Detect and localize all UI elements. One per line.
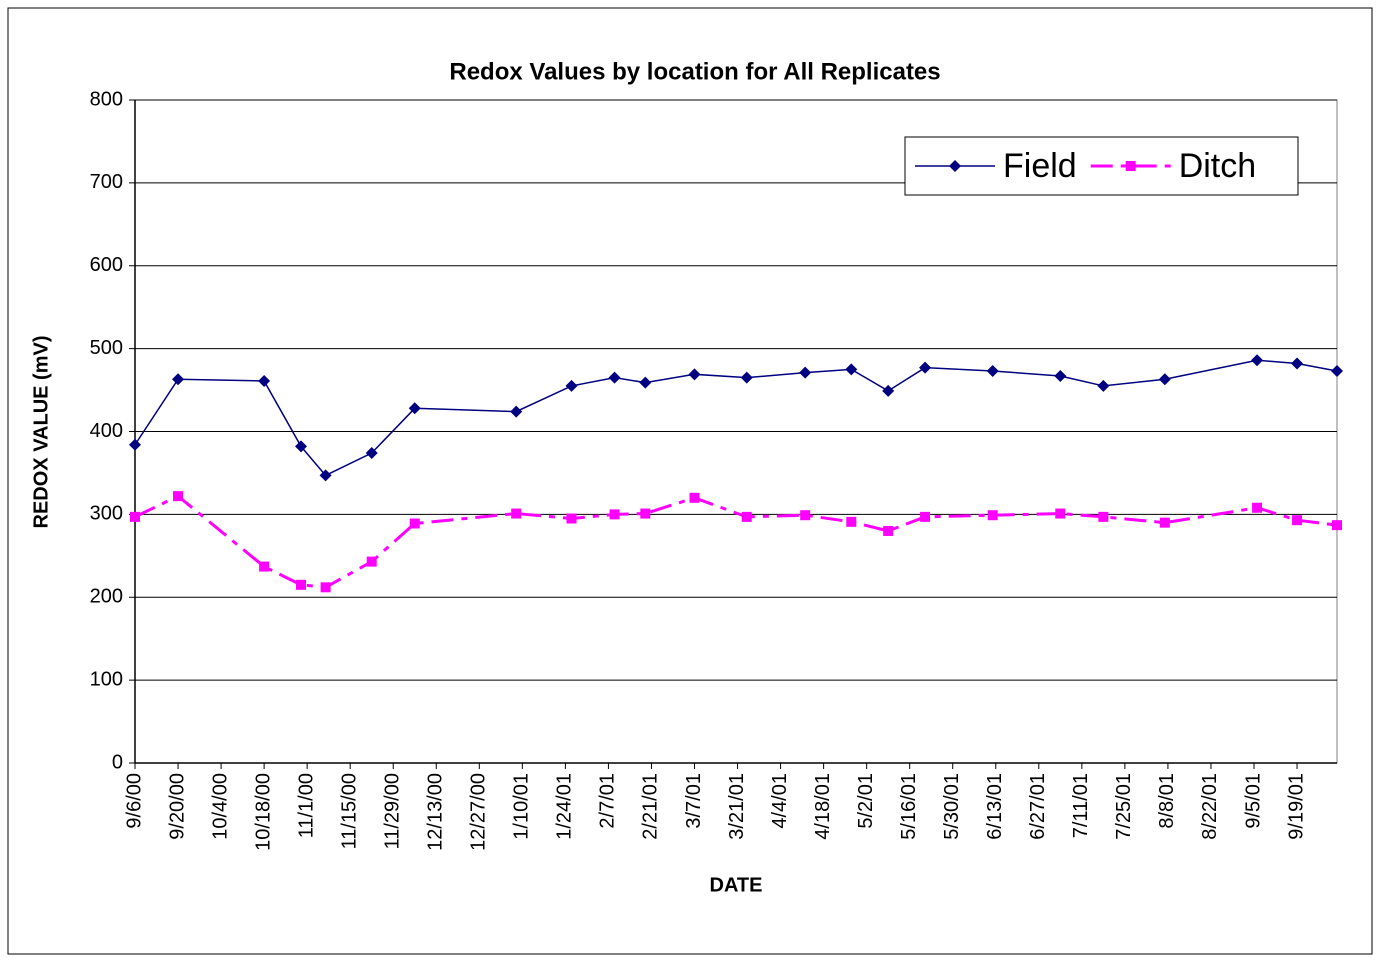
y-tick-label: 300 <box>90 503 123 525</box>
marker <box>565 379 578 392</box>
x-tick-label: 9/6/00 <box>123 773 145 829</box>
marker <box>986 365 999 378</box>
legend-label: Field <box>1003 147 1077 185</box>
marker <box>129 438 141 451</box>
marker <box>1098 511 1109 522</box>
marker <box>609 509 620 520</box>
marker <box>919 361 932 374</box>
x-tick-label: 9/5/01 <box>1242 773 1264 829</box>
x-tick-label: 8/8/01 <box>1156 773 1178 829</box>
marker <box>740 371 753 384</box>
x-tick-label: 4/4/01 <box>769 773 791 829</box>
x-tick-label: 11/15/00 <box>338 773 360 849</box>
marker <box>1292 515 1303 526</box>
x-tick-label: 2/21/01 <box>640 773 662 840</box>
marker <box>1159 517 1170 528</box>
x-tick-label: 11/29/00 <box>382 773 404 849</box>
marker <box>172 373 185 386</box>
x-tick-label: 5/2/01 <box>855 773 877 829</box>
y-tick-label: 0 <box>112 751 123 773</box>
marker <box>799 366 812 379</box>
x-tick-label: 11/1/00 <box>295 773 317 838</box>
marker <box>741 511 752 522</box>
marker <box>366 556 377 567</box>
marker <box>1252 502 1263 513</box>
marker <box>319 469 332 482</box>
x-tick-label: 3/7/01 <box>683 773 705 829</box>
x-tick-label: 12/27/00 <box>468 773 490 851</box>
marker <box>639 376 652 389</box>
y-tick-label: 700 <box>90 171 123 193</box>
marker <box>409 518 420 529</box>
x-tick-label: 9/19/01 <box>1285 773 1307 840</box>
y-tick-label: 500 <box>90 337 123 359</box>
marker <box>1097 379 1110 392</box>
x-tick-label: 8/22/01 <box>1199 773 1221 840</box>
marker <box>130 511 140 522</box>
y-tick-label: 200 <box>90 586 123 608</box>
marker <box>689 492 700 503</box>
marker <box>883 525 894 536</box>
marker <box>1125 161 1136 171</box>
marker <box>845 363 858 376</box>
marker <box>1054 369 1067 382</box>
marker <box>259 561 270 572</box>
x-tick-label: 1/24/01 <box>554 773 576 840</box>
marker <box>296 579 307 590</box>
x-tick-label: 7/11/01 <box>1070 773 1092 838</box>
marker <box>882 384 895 397</box>
y-axis-title: REDOX VALUE (mV) <box>30 336 52 529</box>
marker <box>511 508 522 519</box>
marker <box>1291 357 1304 370</box>
y-tick-label: 600 <box>90 254 123 276</box>
x-tick-label: 5/16/01 <box>898 773 920 840</box>
x-tick-label: 6/27/01 <box>1027 773 1049 840</box>
marker <box>258 374 271 387</box>
marker <box>987 510 998 521</box>
chart-title: Redox Values by location for All Replica… <box>449 58 940 85</box>
x-tick-label: 10/4/00 <box>209 773 231 840</box>
y-tick-label: 100 <box>90 668 123 690</box>
marker <box>173 491 184 502</box>
marker <box>1332 520 1342 531</box>
marker <box>365 447 378 460</box>
x-tick-label: 4/18/01 <box>812 773 834 840</box>
marker <box>688 368 701 381</box>
y-tick-label: 800 <box>90 88 123 110</box>
marker <box>920 511 931 522</box>
marker <box>1331 365 1343 378</box>
y-tick-label: 400 <box>90 420 123 442</box>
x-tick-label: 3/21/01 <box>726 773 748 840</box>
marker <box>846 516 857 527</box>
marker <box>295 440 308 453</box>
x-tick-label: 9/20/00 <box>166 773 188 840</box>
marker <box>640 508 651 519</box>
marker <box>1251 354 1264 367</box>
marker <box>949 160 961 172</box>
series-line <box>134 359 1338 477</box>
x-tick-label: 10/18/00 <box>252 773 274 851</box>
x-tick-label: 1/10/01 <box>511 773 533 840</box>
marker <box>608 371 621 384</box>
x-axis-title: DATE <box>710 874 763 896</box>
marker <box>320 582 331 593</box>
x-tick-label: 12/13/00 <box>425 773 447 851</box>
marker <box>510 405 523 418</box>
x-tick-label: 6/13/01 <box>984 773 1006 840</box>
marker <box>566 513 577 524</box>
marker <box>1055 508 1066 519</box>
marker <box>1158 373 1171 386</box>
x-tick-label: 7/25/01 <box>1113 773 1135 840</box>
x-tick-label: 5/30/01 <box>941 773 963 840</box>
x-tick-label: 2/7/01 <box>597 773 619 829</box>
legend-label: Ditch <box>1179 147 1256 185</box>
marker <box>408 402 421 415</box>
marker <box>800 510 811 521</box>
